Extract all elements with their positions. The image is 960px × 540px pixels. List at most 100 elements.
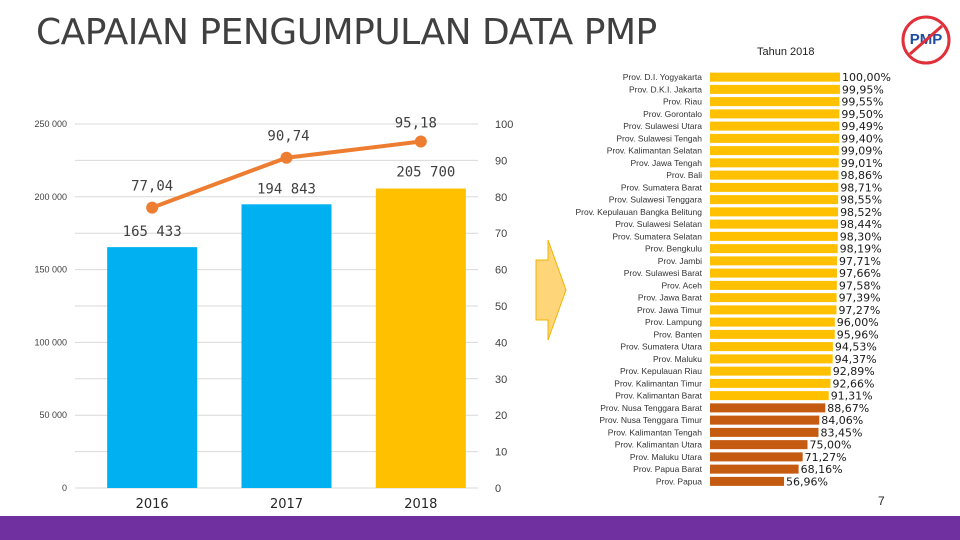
province-value-label: 98,71%: [840, 181, 882, 194]
bar-value-label: 205 700: [396, 165, 455, 181]
y2-tick-label: 80: [495, 192, 507, 204]
province-label: Prov. Kalimantan Selatan: [607, 146, 703, 156]
province-label: Prov. D.I. Yogyakarta: [623, 72, 702, 82]
province-bar: [710, 415, 820, 425]
province-bar: [710, 121, 840, 131]
province-label: Prov. D.K.I. Jakarta: [629, 84, 702, 94]
province-bar: [710, 207, 839, 217]
province-bar: [710, 97, 840, 107]
province-bar: [710, 476, 785, 486]
province-label: Prov. Lampung: [645, 317, 702, 327]
province-value-label: 97,66%: [839, 267, 881, 280]
province-value-label: 99,50%: [841, 108, 883, 121]
y2-tick-label: 30: [495, 374, 507, 386]
province-label: Prov. Nusa Tenggara Barat: [600, 403, 702, 413]
year-label: Tahun 2018: [757, 46, 815, 58]
province-label: Prov. Sumatera Utara: [620, 342, 702, 352]
province-value-label: 91,31%: [831, 390, 873, 403]
province-label: Prov. Jambi: [658, 256, 702, 266]
line-point: [414, 135, 427, 148]
province-value-label: 99,09%: [841, 145, 883, 158]
province-label: Prov. Sulawesi Tengah: [616, 133, 702, 143]
right-arrow-icon: [535, 239, 567, 341]
y-tick-label: 150 000: [34, 265, 67, 275]
province-label: Prov. Kepulauan Riau: [620, 366, 702, 376]
footer-bar: [0, 516, 960, 540]
province-label: Prov. Sumatera Barat: [621, 182, 703, 192]
y-tick-label: 250 000: [34, 119, 67, 129]
y2-tick-label: 100: [495, 119, 513, 131]
province-label: Prov. Sumatera Selatan: [612, 231, 702, 241]
province-label: Prov. Papua: [656, 476, 702, 486]
province-label: Prov. Banten: [653, 329, 702, 339]
y-tick-label: 200 000: [34, 192, 67, 202]
province-value-label: 98,55%: [840, 194, 882, 207]
x-tick-label: 2016: [136, 497, 169, 512]
province-bar: [710, 182, 839, 192]
province-bar: [710, 378, 831, 388]
province-label: Prov. Sulawesi Barat: [624, 268, 703, 278]
x-tick-label: 2018: [404, 497, 437, 512]
province-label: Prov. Jawa Timur: [637, 305, 702, 315]
province-value-label: 92,66%: [832, 377, 874, 390]
province-value-label: 99,01%: [841, 157, 883, 170]
province-value-label: 94,37%: [835, 353, 877, 366]
province-bar: [710, 146, 839, 156]
bar-value-label: 165 433: [123, 224, 182, 240]
province-label: Prov. Kalimantan Barat: [615, 391, 702, 401]
province-bar: [710, 195, 839, 205]
y-tick-label: 100 000: [34, 337, 67, 347]
y2-tick-label: 40: [495, 337, 507, 349]
province-label: Prov. Kalimantan Timur: [614, 378, 702, 388]
province-label: Prov. Maluku Utara: [630, 452, 702, 462]
province-bar: [710, 231, 838, 241]
province-bar: [710, 440, 808, 450]
province-bar: [710, 133, 840, 143]
province-value-label: 56,96%: [786, 475, 828, 488]
province-value-label: 98,19%: [840, 243, 882, 256]
province-bar: [710, 280, 837, 290]
y2-tick-label: 60: [495, 265, 507, 277]
province-value-label: 97,58%: [839, 279, 881, 292]
province-label: Prov. Sulawesi Tenggara: [609, 195, 703, 205]
province-value-label: 97,27%: [838, 304, 880, 317]
province-value-label: 98,30%: [840, 230, 882, 243]
province-label: Prov. Kepulauan Bangka Belitung: [576, 207, 703, 217]
province-value-label: 84,06%: [821, 414, 863, 427]
x-tick-label: 2017: [270, 497, 303, 512]
province-bar: [710, 305, 837, 315]
province-bar: [710, 391, 829, 401]
province-bar: [710, 109, 840, 119]
province-value-label: 92,89%: [833, 365, 875, 378]
province-bar: [710, 268, 837, 278]
y2-tick-label: 0: [495, 483, 501, 495]
y2-tick-label: 50: [495, 301, 507, 313]
province-value-label: 98,44%: [840, 218, 882, 231]
province-value-label: 99,40%: [841, 132, 883, 145]
province-value-label: 95,96%: [837, 328, 879, 341]
line-point: [146, 201, 159, 214]
province-value-label: 96,00%: [837, 316, 879, 329]
y-tick-label: 0: [62, 483, 67, 493]
page-number: 7: [878, 494, 885, 508]
province-value-label: 99,95%: [842, 83, 884, 96]
province-label: Prov. Papua Barat: [633, 464, 702, 474]
province-bar: [710, 366, 831, 376]
province-label: Prov. Gorontalo: [643, 109, 702, 119]
province-chart: Prov. D.I. Yogyakarta 100,00% Prov. D.K.I.…: [576, 71, 891, 488]
bar-2018: [375, 188, 466, 488]
province-label: Prov. Jawa Tengah: [630, 158, 702, 168]
province-bar: [710, 403, 826, 413]
province-value-label: 100,00%: [842, 71, 891, 84]
y2-tick-label: 10: [495, 447, 507, 459]
y2-tick-label: 90: [495, 155, 507, 167]
province-value-label: 75,00%: [810, 439, 852, 452]
province-value-label: 71,27%: [805, 451, 847, 464]
province-bar: [710, 464, 799, 474]
province-value-label: 97,71%: [839, 255, 881, 268]
province-value-label: 98,86%: [841, 169, 883, 182]
province-bar: [710, 84, 840, 94]
province-bar: [710, 354, 833, 364]
province-label: Prov. Sulawesi Utara: [623, 121, 702, 131]
